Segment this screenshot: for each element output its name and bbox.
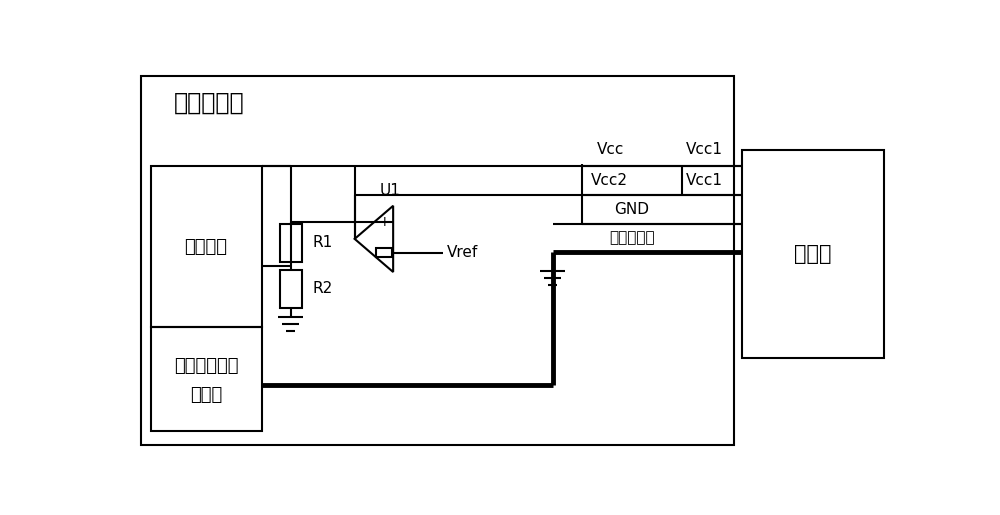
- Bar: [151, 328, 262, 432]
- Text: R1: R1: [312, 235, 333, 250]
- Text: GND: GND: [614, 202, 649, 217]
- Text: Vcc1: Vcc1: [686, 143, 723, 158]
- Text: Vcc: Vcc: [597, 143, 625, 158]
- Text: Vref: Vref: [447, 245, 478, 260]
- Bar: [376, 248, 392, 258]
- Text: Vcc2: Vcc2: [591, 173, 628, 188]
- Text: 理电路: 理电路: [190, 386, 222, 404]
- Text: +: +: [378, 215, 390, 229]
- Text: 编码器信号处: 编码器信号处: [174, 357, 238, 375]
- Bar: [280, 224, 302, 262]
- Text: 电源接口: 电源接口: [185, 237, 228, 255]
- Bar: [141, 76, 734, 445]
- Bar: [151, 166, 262, 328]
- Text: U1: U1: [379, 183, 400, 198]
- Text: 编码器模块: 编码器模块: [174, 91, 244, 115]
- Bar: [280, 270, 302, 308]
- Text: 编码器: 编码器: [794, 244, 832, 264]
- Text: Vcc1: Vcc1: [686, 173, 723, 188]
- Text: 编码器信号: 编码器信号: [609, 230, 655, 245]
- Text: R2: R2: [312, 282, 333, 297]
- Bar: [742, 150, 884, 358]
